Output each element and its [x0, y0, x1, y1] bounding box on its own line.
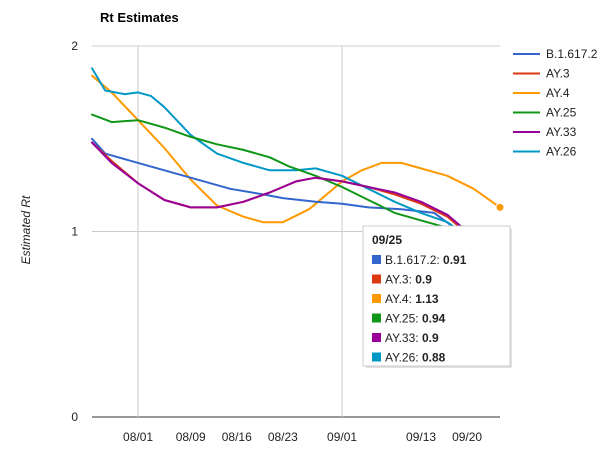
tooltip-title: 09/25	[372, 233, 402, 247]
tooltip-swatch	[372, 294, 381, 303]
tooltip-swatch	[372, 274, 381, 284]
tooltip-value: 0.9	[415, 273, 432, 287]
series-line-ay-26	[91, 67, 501, 255]
tooltip-row: AY.3: 0.9	[385, 273, 432, 287]
tooltip-series-name: AY.3	[385, 273, 409, 287]
series-lines	[91, 67, 501, 255]
tooltip-row: AY.4: 1.13	[385, 292, 439, 306]
tooltip-swatch	[372, 313, 381, 323]
x-tick-label: 08/16	[222, 430, 252, 444]
y-axis-label: Estimated Rt	[19, 195, 33, 264]
tooltip-swatch	[372, 333, 381, 342]
tooltip-swatch	[372, 352, 381, 362]
x-tick-label: 09/13	[406, 430, 436, 444]
tooltip-value: 0.9	[422, 331, 439, 345]
x-tick-label: 08/01	[123, 430, 153, 444]
y-tick-label: 0	[71, 410, 78, 424]
y-tick-label: 1	[71, 225, 78, 239]
tooltip-series-name: AY.25	[385, 312, 416, 326]
legend: B.1.617.2 AY.3 AY.4 AY.25 AY.33 AY.26	[513, 47, 598, 159]
tooltip-row: B.1.617.2: 0.91	[385, 253, 467, 267]
tooltip-series-name: B.1.617.2	[385, 253, 437, 267]
legend-label: AY.25	[546, 106, 577, 120]
tooltip-series-name: AY.26	[385, 351, 416, 365]
tooltip-series-name: AY.33	[385, 331, 416, 345]
tooltip-row: AY.26: 0.88	[385, 351, 446, 365]
tooltip-value: 0.91	[443, 253, 467, 267]
series-line-b-1-617-2	[91, 137, 501, 250]
tooltip-row: AY.25: 0.94	[385, 312, 446, 326]
legend-label: AY.33	[546, 125, 577, 139]
y-tick-labels: 0 1 2	[71, 39, 78, 424]
tooltip-value: 1.13	[415, 292, 439, 306]
series-line-ay-4	[91, 74, 501, 224]
chart-title: Rt Estimates	[100, 10, 179, 25]
y-tick-label: 2	[71, 39, 78, 53]
x-tick-label: 09/20	[452, 430, 482, 444]
tooltip-row: AY.33: 0.9	[385, 331, 439, 345]
series-line-ay-25	[91, 113, 501, 244]
series-line-ay-33	[91, 141, 501, 251]
tooltip-box	[362, 225, 511, 367]
tooltip-swatch	[372, 255, 381, 264]
legend-label: AY.4	[546, 86, 570, 100]
tooltip-series-name: AY.4	[385, 292, 409, 306]
legend-label: AY.26	[546, 145, 577, 159]
x-tick-label: 08/23	[268, 430, 298, 444]
end-point-ay-4[interactable]	[495, 202, 505, 212]
x-tick-label: 09/01	[327, 430, 357, 444]
tooltip-value: 0.88	[422, 351, 446, 365]
legend-label: AY.3	[546, 67, 570, 81]
x-tick-labels: 08/01 08/09 08/16 08/23 09/01 09/13 09/20	[123, 430, 482, 444]
x-tick-label: 08/09	[176, 430, 206, 444]
legend-label: B.1.617.2	[546, 47, 598, 61]
tooltip-value: 0.94	[422, 312, 446, 326]
